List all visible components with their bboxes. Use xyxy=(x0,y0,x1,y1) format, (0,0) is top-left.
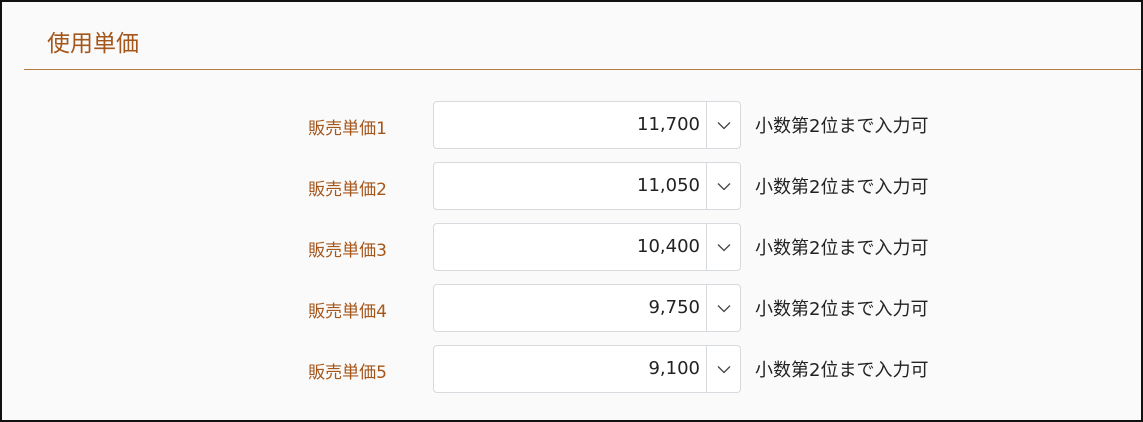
dropdown-button[interactable] xyxy=(706,285,740,331)
price-label: 販売単価2 xyxy=(308,180,387,200)
dropdown-button[interactable] xyxy=(706,163,740,209)
input-hint: 小数第2位まで入力可 xyxy=(755,360,929,381)
section-title: 使用単価 xyxy=(47,31,139,57)
price-combobox[interactable]: 9,750 xyxy=(433,284,741,332)
price-value[interactable]: 9,750 xyxy=(648,297,700,318)
price-label: 販売単価4 xyxy=(308,302,387,322)
price-row: 販売単価5 9,100 小数第2位まで入力可 xyxy=(2,345,1141,393)
price-label: 販売単価5 xyxy=(308,363,387,383)
chevron-down-icon xyxy=(717,365,730,373)
divider xyxy=(24,69,1141,70)
price-row: 販売単価4 9,750 小数第2位まで入力可 xyxy=(2,284,1141,332)
dropdown-button[interactable] xyxy=(706,346,740,392)
chevron-down-icon xyxy=(717,304,730,312)
price-value[interactable]: 10,400 xyxy=(637,236,700,257)
price-combobox[interactable]: 9,100 xyxy=(433,345,741,393)
price-combobox[interactable]: 10,400 xyxy=(433,223,741,271)
price-row: 販売単価3 10,400 小数第2位まで入力可 xyxy=(2,223,1141,271)
price-label: 販売単価3 xyxy=(308,241,387,261)
dropdown-button[interactable] xyxy=(706,102,740,148)
chevron-down-icon xyxy=(717,243,730,251)
price-value[interactable]: 11,050 xyxy=(637,175,700,196)
price-combobox[interactable]: 11,700 xyxy=(433,101,741,149)
input-hint: 小数第2位まで入力可 xyxy=(755,238,929,259)
price-label: 販売単価1 xyxy=(308,119,387,139)
price-combobox[interactable]: 11,050 xyxy=(433,162,741,210)
price-value[interactable]: 9,100 xyxy=(648,358,700,379)
price-row: 販売単価1 11,700 小数第2位まで入力可 xyxy=(2,101,1141,149)
chevron-down-icon xyxy=(717,121,730,129)
input-hint: 小数第2位まで入力可 xyxy=(755,177,929,198)
price-row: 販売単価2 11,050 小数第2位まで入力可 xyxy=(2,162,1141,210)
input-hint: 小数第2位まで入力可 xyxy=(755,116,929,137)
dropdown-button[interactable] xyxy=(706,224,740,270)
input-hint: 小数第2位まで入力可 xyxy=(755,299,929,320)
price-value[interactable]: 11,700 xyxy=(637,114,700,135)
chevron-down-icon xyxy=(717,182,730,190)
